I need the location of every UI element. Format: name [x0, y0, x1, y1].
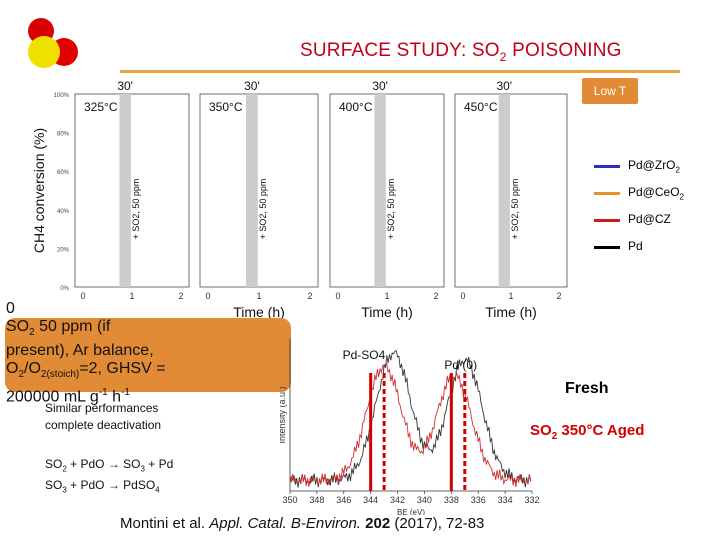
reaction-1: SO2 + PdO → SO3 + Pd [45, 457, 174, 474]
pulse-duration-label: 30' [244, 79, 260, 93]
reaction-equations: SO2 + PdO → SO3 + Pd SO3 + PdO → PdSO4 [45, 456, 173, 499]
so2-condition-label: + SO2, 50 ppm [386, 179, 396, 240]
conversion-panel: 30'350°C + SO2, 50 ppm 0 1 2 Time (h) [199, 79, 319, 320]
panel-frame [454, 93, 568, 288]
xps-x-axis-label: BE (eV) [397, 508, 425, 515]
temperature-label: 325°C [84, 100, 118, 114]
x-tick-label: 2 [178, 291, 183, 301]
pulse-duration-label: 30' [496, 79, 512, 93]
y-tick-label: 60% [57, 170, 70, 176]
legend: Pd@ZrO2 Pd@CeO2 Pd@CZ Pd [594, 154, 684, 262]
x-tick-label: 0 [335, 291, 340, 301]
legend-item: Pd [594, 235, 684, 259]
y-tick-label: 80% [57, 132, 70, 138]
x-tick-label: 1 [129, 291, 134, 301]
y-tick-label: 40% [57, 209, 70, 215]
y-tick-label: 0% [60, 286, 69, 292]
x-tick-label: 1 [256, 291, 261, 301]
xps-x-tick-label: 344 [363, 495, 378, 505]
low-t-badge: Low T [582, 78, 638, 104]
ch4-conversion-chart: 0%20%40%60%80%100%CH4 conversion (%)30'3… [0, 74, 568, 320]
x-tick-label: 0 [460, 291, 465, 301]
so2-pulse-band [374, 94, 386, 287]
reaction-conditions: 0 SO2 50 ppm (if present), Ar balance, O… [6, 300, 166, 406]
xps-x-tick-label: 348 [309, 495, 324, 505]
deactivation-note: complete deactivation [45, 418, 162, 432]
xps-x-tick-label: 336 [471, 495, 486, 505]
legend-swatch [594, 164, 620, 168]
x-tick-label: 2 [307, 291, 312, 301]
so2-condition-label: + SO2, 50 ppm [258, 179, 268, 240]
xps-x-tick-label: 346 [336, 495, 351, 505]
x-axis-label: Time (h) [485, 304, 537, 320]
pulse-duration-label: 30' [117, 79, 133, 93]
x-axis-label: Time (h) [233, 304, 285, 320]
so2-pulse-band [119, 94, 131, 287]
xps-series-line [289, 350, 532, 488]
xps-x-tick-label: 338 [444, 495, 459, 505]
xps-x-tick-label: 332 [524, 495, 539, 505]
aged-label: SO2 350°C Aged [530, 422, 645, 442]
x-tick-label: 1 [384, 291, 389, 301]
x-axis-label: Time (h) [361, 304, 413, 320]
so2-condition-label: + SO2, 50 ppm [131, 179, 141, 240]
panel-frame [199, 93, 319, 288]
x-tick-label: 0 [205, 291, 210, 301]
xps-x-tick-label: 342 [390, 495, 405, 505]
observation-notes: Similar performances complete deactivati… [45, 400, 161, 434]
xps-spectrum-chart: Intensity (a.u.) 350 348 346 344 342 340 338 336… [280, 339, 540, 515]
legend-swatch [594, 245, 620, 249]
x-tick-label: 2 [433, 291, 438, 301]
conversion-panel: 30' 400°C + SO2, 50 ppm 0 1 2 Time (h) [329, 79, 445, 320]
so2-condition-label: + SO2, 50 ppm [510, 179, 520, 240]
legend-swatch [594, 218, 620, 222]
y-tick-label: 100% [54, 93, 70, 99]
y-tick-label: 20% [57, 247, 70, 253]
panel-frame [329, 93, 445, 288]
annotation-pd0: Pd (0) [444, 358, 477, 372]
xps-x-tick-label: 350 [282, 495, 297, 505]
similar-performances-note: Similar performances [45, 401, 159, 415]
annotation-pd-so4: Pd-SO4 [343, 348, 386, 362]
pulse-duration-label: 30' [372, 79, 388, 93]
so2-pulse-band [498, 94, 510, 287]
citation: Montini et al. Appl. Catal. B-Environ. 2… [120, 515, 485, 532]
x-tick-label: 1 [508, 291, 513, 301]
conversion-panel: 30' 450°C + SO2, 50 ppm 0 1 2 Time (h) [454, 79, 568, 320]
reaction-2: SO3 + PdO → PdSO4 [45, 478, 160, 495]
panel-frame [74, 93, 190, 288]
so2-molecule-logo [28, 18, 78, 68]
title-underline [120, 70, 680, 73]
temperature-label: 400°C [339, 100, 373, 114]
legend-swatch [594, 191, 620, 195]
legend-item: Pd@CZ [594, 208, 684, 232]
legend-item: Pd@ZrO2 [594, 154, 684, 178]
so2-pulse-band [246, 94, 258, 287]
legend-item: Pd@CeO2 [594, 181, 684, 205]
conversion-panel: 30' 325°C + SO2, 50 ppm 0 1 2 [74, 79, 190, 301]
conditions-highlight-box [5, 318, 291, 392]
xps-series-line [289, 363, 532, 488]
x-tick-label: 0 [80, 291, 85, 301]
slide-title: SURFACE STUDY: SO2 POISONING [300, 40, 622, 64]
xps-y-axis-label: Intensity (a.u.) [280, 386, 287, 443]
x-tick-label: 2 [556, 291, 561, 301]
xps-x-tick-label: 340 [417, 495, 432, 505]
xps-x-tick-label: 334 [498, 495, 513, 505]
temperature-label: 350°C [209, 100, 243, 114]
fresh-label: Fresh [565, 380, 609, 397]
y-axis-label: CH4 conversion (%) [31, 128, 47, 253]
temperature-label: 450°C [464, 100, 498, 114]
